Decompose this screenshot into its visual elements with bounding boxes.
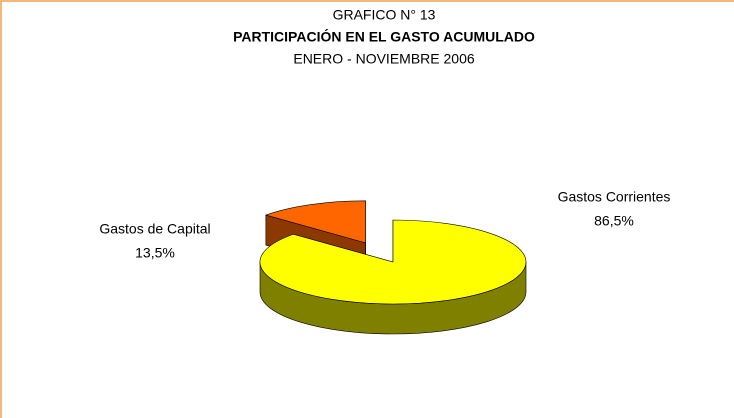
slice	[259, 219, 527, 305]
pie	[259, 200, 527, 335]
chart-period: ENERO - NOVIEMBRE 2006	[293, 51, 474, 67]
chart-title: GRAFICO N° 13	[333, 7, 436, 23]
value-label: 86,5%	[594, 213, 634, 229]
slice	[264, 200, 366, 244]
value-label: 13,5%	[135, 245, 175, 261]
slice-label: Gastos Corrientes	[558, 189, 671, 205]
slice-label: Gastos de Capital	[99, 221, 210, 237]
chart-subtitle: PARTICIPACIÓN EN EL GASTO ACUMULADO	[233, 28, 535, 45]
